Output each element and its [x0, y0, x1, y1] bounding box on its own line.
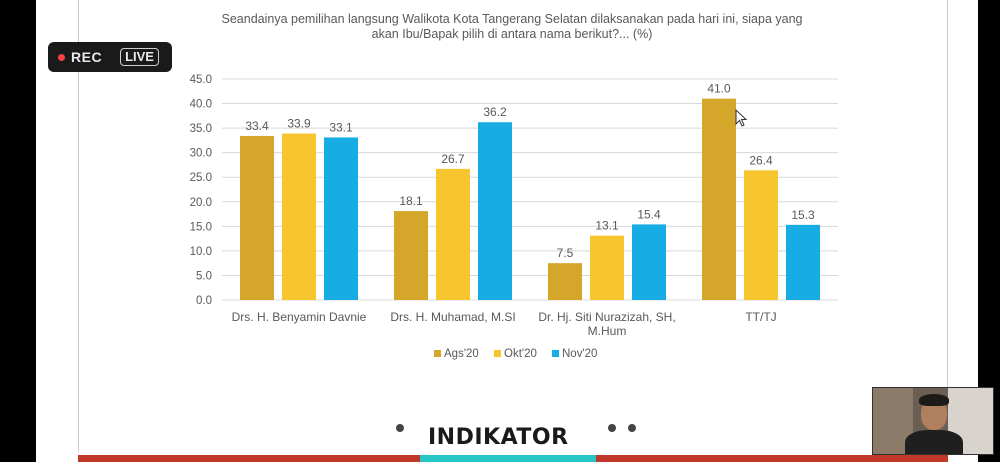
bar [744, 170, 778, 300]
data-label: 7.5 [557, 246, 574, 260]
legend-swatch [552, 350, 559, 357]
legend-swatch [494, 350, 501, 357]
data-label: 15.4 [637, 207, 661, 221]
live-badge: LIVE [120, 48, 159, 66]
chart-title-line-1: Seandainya pemilihan langsung Walikota K… [222, 12, 803, 26]
category-label: Dr. Hj. Siti Nurazizah, SH, [538, 310, 675, 324]
slide-footer-accent [420, 455, 596, 462]
bar [478, 122, 512, 301]
data-label: 33.4 [245, 119, 269, 133]
legend-swatch [434, 350, 441, 357]
rec-label: REC [71, 49, 103, 65]
data-label: 26.4 [749, 153, 773, 167]
y-tick-label: 35.0 [190, 123, 212, 135]
y-tick-label: 40.0 [190, 99, 212, 111]
category-label: Drs. H. Benyamin Davnie [232, 310, 367, 324]
y-tick-label: 30.0 [190, 148, 212, 160]
category-label: M.Hum [588, 324, 627, 338]
decor-dot [628, 424, 636, 432]
data-label: 15.3 [791, 208, 815, 222]
recording-indicator: REC LIVE [48, 42, 172, 72]
data-label: 13.1 [595, 219, 619, 233]
decor-dot [608, 424, 616, 432]
data-label: 36.2 [483, 105, 507, 119]
slide-frame [78, 0, 948, 452]
presenter-hair [919, 394, 949, 406]
y-tick-label: 45.0 [190, 74, 212, 86]
y-tick-label: 15.0 [190, 221, 212, 233]
bar [282, 133, 316, 300]
legend-label: Ags'20 [444, 348, 479, 360]
bar [786, 224, 820, 300]
webcam-video [872, 387, 994, 455]
category-label: TT/TJ [745, 310, 776, 324]
bar [632, 224, 666, 300]
data-label: 33.1 [329, 120, 353, 134]
y-tick-label: 10.0 [190, 246, 212, 258]
mouse-cursor-icon [735, 108, 748, 127]
data-label: 41.0 [707, 82, 731, 96]
data-label: 33.9 [287, 117, 311, 131]
bar [394, 211, 428, 300]
legend-label: Okt'20 [504, 348, 537, 360]
bar [702, 98, 736, 301]
bar [240, 135, 274, 300]
y-tick-label: 5.0 [196, 270, 212, 282]
legend-label: Nov'20 [562, 348, 597, 360]
presenter-body [905, 430, 963, 454]
y-tick-label: 25.0 [190, 172, 212, 184]
data-label: 26.7 [441, 152, 465, 166]
right-letterbox [978, 0, 1000, 462]
bar [436, 168, 470, 300]
category-label: Drs. H. Muhamad, M.SI [390, 310, 515, 324]
record-dot-icon [58, 53, 65, 61]
y-tick-label: 0.0 [196, 295, 212, 307]
y-tick-label: 20.0 [190, 197, 212, 209]
indikator-logo: INDIKATOR [428, 425, 569, 450]
bar [548, 263, 582, 300]
left-letterbox [0, 0, 36, 462]
data-label: 18.1 [399, 194, 423, 208]
decor-dot [396, 424, 404, 432]
bar [590, 235, 624, 300]
chart-title-line-2: akan Ibu/Bapak pilih di antara nama beri… [372, 27, 653, 41]
bar [324, 137, 358, 300]
